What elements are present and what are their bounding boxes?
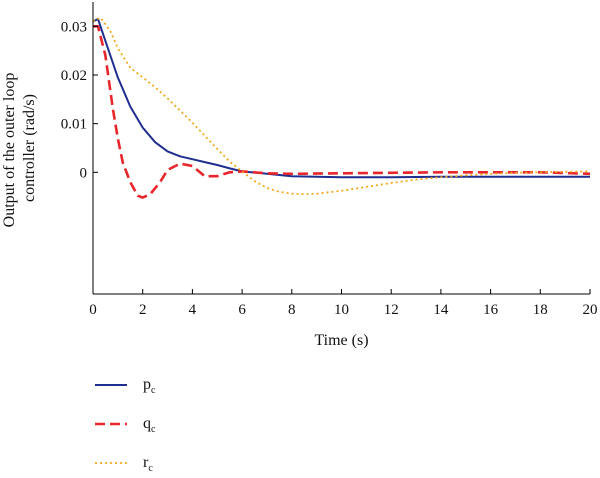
axes: 0 2 4 6 8 10 12 14 16 18 20 0 0.01 0.02 0.03 — [61, 2, 598, 318]
series-line-qc — [93, 24, 591, 199]
x-tick-label: 2 — [139, 302, 147, 318]
y-tick-label: 0 — [80, 165, 88, 181]
x-tick-label: 0 — [89, 302, 97, 318]
x-tick-label: 14 — [433, 302, 449, 318]
y-axis-label-line-2: controller (rad/s) — [21, 94, 38, 202]
x-tick-label: 18 — [533, 302, 548, 318]
series-line-pc — [92, 18, 590, 179]
y-axis-label: Output of the outer loop controller (rad… — [1, 69, 38, 228]
legend-label-rc: rc — [143, 454, 153, 474]
y-tick-label: 0.02 — [61, 68, 87, 84]
y-tick-label: 0.01 — [61, 117, 87, 133]
x-tick-label: 12 — [384, 302, 399, 318]
plot-area — [92, 16, 591, 199]
y-axis-label-line-1: Output of the outer loop — [1, 73, 18, 228]
x-axis-label: Time (s) — [314, 332, 368, 349]
x-tick-label: 16 — [483, 302, 499, 318]
x-tick-label: 20 — [583, 302, 598, 318]
y-tick-label: 0.03 — [61, 19, 87, 35]
x-tick-label: 8 — [288, 302, 296, 318]
x-tick-label: 4 — [189, 302, 197, 318]
legend-label-qc: qc — [143, 415, 156, 435]
x-tick-label: 10 — [334, 302, 349, 318]
x-tick-label: 6 — [238, 302, 246, 318]
legend-label-pc: pc — [143, 376, 156, 396]
series-line-rc — [92, 16, 591, 196]
legend: pc qc rc — [95, 376, 156, 474]
